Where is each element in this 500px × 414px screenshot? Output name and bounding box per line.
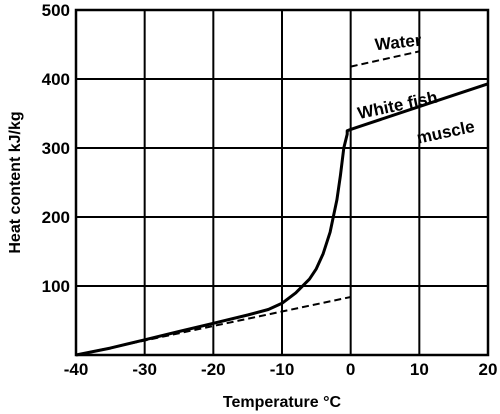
series-line-water-2 (350, 50, 420, 68)
x-tick-label: 20 (479, 360, 498, 379)
y-tick-label: 200 (42, 208, 70, 227)
series-line-white-fish-muscle-0 (75, 82, 489, 357)
y-axis-title: Heat content kJ/kg (7, 111, 24, 253)
annotation-label: Water (374, 31, 423, 55)
plot-frame (74, 8, 490, 357)
x-tick-label: -20 (201, 360, 226, 379)
x-tick-label: -40 (64, 360, 89, 379)
ticks: -40 -30 -20 -10 0 10 20 100 200 300 400 500 (42, 1, 498, 379)
annotation-label: White fish (356, 88, 439, 123)
annotation-label: muscle (415, 117, 476, 148)
x-tick-label: -10 (270, 360, 295, 379)
y-tick-label: 300 (42, 139, 70, 158)
y-tick-label: 400 (42, 70, 70, 89)
x-tick-label: 0 (346, 360, 355, 379)
x-axis-title: Temperature °C (223, 394, 342, 411)
y-tick-label: 100 (42, 277, 70, 296)
x-tick-label: 10 (410, 360, 429, 379)
grid (76, 10, 488, 355)
y-tick-label: 500 (42, 1, 70, 20)
series-layer (75, 50, 489, 357)
series-line-water-1 (75, 296, 351, 356)
x-tick-label: -30 (132, 360, 157, 379)
